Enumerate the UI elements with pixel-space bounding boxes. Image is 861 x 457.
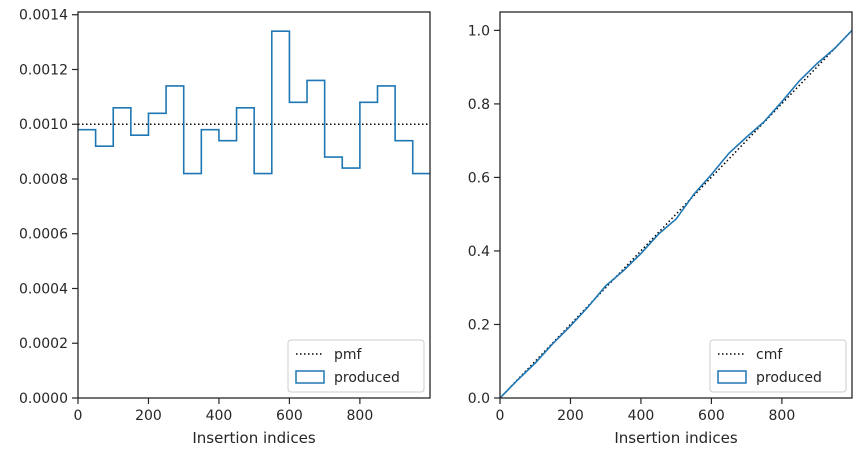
y-tick-label: 1.0 (468, 23, 490, 39)
x-tick-label: 400 (628, 408, 655, 424)
legend-swatch-produced (295, 370, 325, 384)
x-tick-label: 600 (698, 408, 725, 424)
y-tick-label: 0.8 (468, 97, 490, 113)
x-tick-label: 0 (496, 408, 505, 424)
y-tick-label: 0.6 (468, 170, 490, 186)
y-tick-label: 0.0002 (19, 336, 68, 352)
x-tick-label: 600 (276, 408, 303, 424)
legend-swatch-produced (717, 370, 747, 384)
pmf-panel: 0 200 400 600 800 0.0000 0.0002 0.0004 0.0006 0.0… (19, 8, 431, 447)
x-tick-label: 0 (74, 408, 83, 424)
x-axis-label: Insertion indices (614, 429, 737, 447)
x-axis-label: Insertion indices (192, 429, 315, 447)
x-tick-label: 800 (347, 408, 374, 424)
y-tick-label: 0.0014 (19, 8, 68, 24)
legend-label-pmf: pmf (334, 347, 363, 363)
x-tick-label: 200 (557, 408, 584, 424)
y-tick-label: 0.2 (468, 317, 490, 333)
legend-label-produced: produced (756, 370, 822, 386)
x-tick-label: 200 (135, 408, 162, 424)
series-produced-line (499, 29, 853, 399)
legend-label-cmf: cmf (756, 347, 783, 363)
x-tick-label: 400 (206, 408, 233, 424)
y-tick-label: 0.4 (468, 244, 490, 260)
y-tick-label: 0.0010 (19, 117, 68, 133)
legend-label-produced: produced (334, 370, 400, 386)
y-tick-label: 0.0006 (19, 227, 68, 243)
series-produced-line (78, 30, 430, 175)
legend-box (287, 339, 425, 393)
legend: pmf produced (287, 339, 425, 393)
plot-frame (499, 11, 853, 399)
y-tick-label: 0.0004 (19, 281, 68, 297)
legend: cmf produced (709, 339, 847, 393)
cmf-panel: 0 200 400 600 800 0.0 0.2 0.4 0.6 0.8 1.0 Insertion… (468, 11, 853, 447)
y-tick-label: 0.0000 (19, 391, 68, 407)
x-tick-label: 800 (769, 408, 796, 424)
plot-frame (77, 11, 431, 399)
y-tick-label: 0.0008 (19, 172, 68, 188)
legend-box (709, 339, 847, 393)
y-tick-label: 0.0 (468, 391, 490, 407)
y-tick-label: 0.0012 (19, 62, 68, 78)
